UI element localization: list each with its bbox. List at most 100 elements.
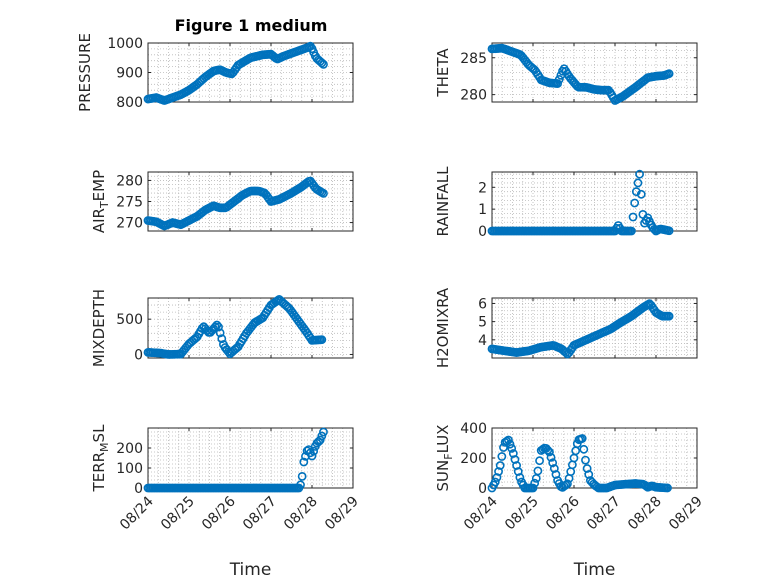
y-tick-label: 800: [116, 95, 143, 111]
y-tick-label: 285: [460, 51, 487, 67]
x-axis-label: Time: [229, 560, 272, 580]
y-axis-label-subscript: T: [98, 201, 111, 209]
y-axis-label-rest: SL: [90, 424, 108, 443]
data-point: [584, 470, 594, 479]
subplot-pressure: 800 900 1000 PRESSURE: [76, 33, 354, 112]
y-axis-label: THETA: [434, 48, 452, 98]
y-tick-label: 6: [478, 296, 487, 312]
data-point: [630, 198, 640, 208]
y-tick-label: 270: [116, 216, 143, 232]
data-point: [317, 431, 327, 441]
y-axis-label: PRESSURE: [76, 33, 94, 112]
y-axis-label-subscript: F: [442, 453, 455, 459]
y-axis-label-rest: LUX: [434, 425, 452, 454]
y-tick-label: 2: [478, 180, 487, 196]
y-axis-label-main: SUN: [434, 460, 452, 492]
x-tick-label: 08/25: [158, 494, 198, 534]
data-point: [636, 189, 646, 199]
x-tick-label: 08/28: [625, 494, 665, 534]
x-tick-label: 08/26: [199, 493, 239, 533]
y-tick-label: 280: [460, 88, 487, 104]
x-tick-label: 08/28: [281, 494, 321, 534]
data-point: [664, 311, 674, 321]
x-tick-label: 08/25: [502, 494, 542, 534]
data-point: [633, 178, 643, 188]
y-tick-label: 200: [116, 441, 143, 457]
y-axis-label: AIRTEMP: [90, 170, 111, 233]
x-tick-label: 08/26: [543, 493, 583, 533]
y-tick-label: 900: [116, 66, 143, 82]
y-tick-label: 5: [478, 315, 487, 331]
data-point: [549, 464, 559, 473]
data-point: [317, 58, 327, 68]
y-axis-label: MIXDEPTH: [90, 289, 108, 367]
data-point: [553, 79, 562, 88]
data-point: [664, 226, 674, 236]
y-tick-label: 0: [134, 481, 143, 497]
y-tick-label: 100: [116, 461, 143, 477]
x-tick-label: 08/27: [584, 494, 624, 534]
data-point: [495, 461, 505, 470]
data-point: [515, 473, 525, 482]
y-tick-label: 280: [116, 173, 143, 189]
data-point: [299, 457, 309, 467]
data-point: [214, 322, 223, 332]
y-tick-label: 1: [478, 202, 487, 218]
y-axis-label: TERRMSL: [90, 424, 111, 493]
data-point: [546, 452, 556, 462]
data-point: [319, 59, 328, 69]
subplot-mixdepth: 0 500 MIXDEPTH: [90, 289, 354, 367]
y-tick-label: 200: [460, 451, 487, 467]
subplot-air-temp: 270 275 280 AIRTEMP: [90, 170, 354, 233]
y-tick-label: 275: [116, 195, 143, 211]
series-markers: [487, 299, 674, 359]
y-axis-label: SUNFLUX: [434, 425, 455, 492]
data-point: [543, 445, 553, 455]
data-point: [492, 473, 502, 482]
data-point: [212, 320, 222, 330]
figure-title: Figure 1 medium: [175, 16, 328, 35]
data-point: [545, 447, 554, 457]
x-tick-label: 08/24: [117, 493, 157, 533]
data-point: [627, 226, 636, 236]
y-tick-label: 0: [134, 347, 143, 363]
subplot-terr-msl: 08/24 08/25 08/26 08/27 08/28 08/29 0 100 200 TER…: [90, 424, 362, 580]
y-tick-label: 4: [478, 333, 487, 349]
data-point: [210, 322, 220, 332]
series-markers: [143, 427, 328, 493]
y-tick-label: 500: [116, 312, 143, 328]
data-point: [503, 435, 513, 445]
axes-border: [147, 297, 354, 359]
data-point: [319, 189, 328, 198]
y-tick-label: 0: [478, 481, 487, 497]
series-markers: [143, 295, 327, 359]
data-point: [508, 449, 518, 458]
data-point: [215, 328, 225, 338]
data-point: [561, 348, 571, 357]
data-point: [582, 464, 592, 473]
x-tick-label: 08/29: [322, 494, 362, 534]
y-tick-label: 400: [460, 421, 487, 437]
data-point: [505, 439, 515, 449]
data-point: [663, 483, 672, 493]
data-point: [581, 455, 590, 465]
data-point: [535, 456, 544, 466]
data-point: [297, 471, 307, 481]
y-axis-label: H2OMIXRA: [434, 287, 452, 368]
subplot-h2omixra: 4 5 6 H2OMIXRA: [434, 287, 698, 368]
data-point: [548, 458, 558, 468]
x-tick-label: 08/24: [461, 493, 501, 533]
data-point: [628, 212, 638, 222]
data-point: [577, 434, 587, 443]
data-point: [554, 75, 564, 84]
y-axis-label-rest: EMP: [90, 170, 108, 201]
subplot-theta: 280 285 THETA: [434, 42, 698, 105]
data-point: [513, 467, 523, 476]
data-point: [563, 479, 572, 489]
y-axis-label-main: AIR: [90, 208, 108, 233]
y-axis-label: RAINFALL: [434, 166, 452, 237]
data-point: [315, 435, 325, 445]
data-point: [512, 461, 521, 470]
